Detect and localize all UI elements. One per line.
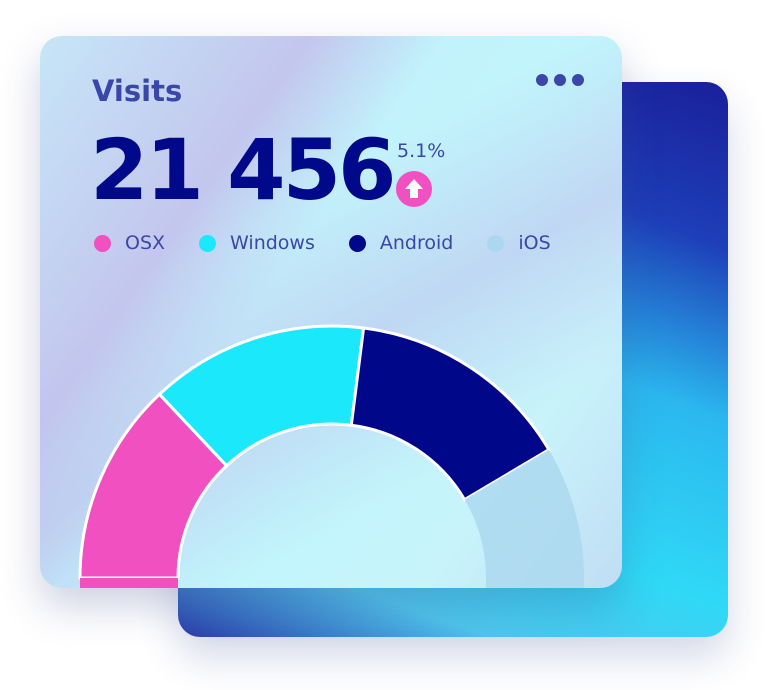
donut-segment-extension (486, 578, 584, 588)
change-percent: 5.1% (397, 140, 446, 162)
legend-label: Windows (230, 232, 315, 254)
chart-legend: OSX Windows Android iOS (94, 232, 585, 254)
donut-segment-android[interactable] (349, 326, 551, 502)
legend-swatch (487, 234, 505, 252)
legend-label: Android (379, 232, 454, 254)
visits-total: 21 456 (90, 121, 396, 219)
legend-swatch (94, 234, 111, 252)
legend-swatch (348, 234, 366, 252)
legend-item-windows: Windows (199, 232, 315, 254)
visits-donut-chart (78, 324, 584, 588)
legend-item-ios: iOS (487, 232, 551, 254)
more-horizontal-icon[interactable] (536, 74, 584, 86)
legend-swatch (199, 234, 217, 252)
legend-label: iOS (518, 232, 551, 254)
donut-segment-extension (80, 578, 178, 588)
visits-card: Visits 21 456 5.1% OSX Windows Android iOS (40, 36, 622, 588)
legend-label: OSX (125, 232, 166, 254)
legend-item-osx: OSX (94, 232, 165, 254)
legend-item-android: Android (348, 232, 454, 254)
donut-segment-ios[interactable] (464, 449, 584, 578)
card-title: Visits (92, 74, 183, 108)
arrow-up-icon (396, 171, 432, 207)
